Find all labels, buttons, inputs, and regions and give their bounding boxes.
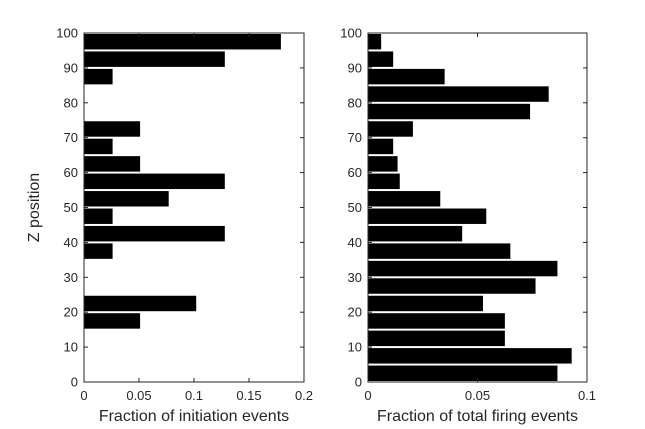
y-tick-label: 100 — [56, 26, 78, 41]
chart-panel-initiation: 0 10 20 30 40 50 60 70 80 90 100 0 0.05 0.1 0.15 0.2 Fra… — [26, 26, 313, 426]
x-axis-label: Fraction of total firing events — [377, 408, 578, 425]
y-tick-label: 70 — [348, 130, 362, 145]
x-tick-label: 0 — [364, 388, 371, 403]
bar-initiation-18 — [84, 51, 225, 67]
bar-initiation-13 — [84, 138, 113, 155]
y-tick-label: 30 — [64, 270, 78, 285]
bar-firing-14 — [368, 121, 413, 137]
x-tick-label: 0.1 — [185, 388, 203, 403]
bar-initiation-11 — [84, 173, 225, 190]
bar-firing-7 — [368, 243, 511, 259]
y-tick-label: 40 — [348, 235, 362, 250]
bar-firing-10 — [368, 191, 441, 207]
x-axis-label: Fraction of initiation events — [99, 408, 289, 425]
bar-firing-2 — [368, 330, 505, 347]
bar-firing-18 — [368, 51, 394, 67]
bar-firing-5 — [368, 278, 536, 294]
x-tick-label: 0.1 — [578, 388, 596, 403]
bar-initiation-17 — [84, 68, 113, 85]
bar-firing-19 — [368, 34, 382, 50]
y-tick-label: 10 — [64, 340, 78, 355]
y-tick-label: 40 — [64, 235, 78, 250]
y-tick-label: 0 — [71, 375, 78, 390]
y-tick-label: 50 — [348, 200, 362, 215]
bar-firing-1 — [368, 348, 572, 364]
bar-firing-17 — [368, 68, 445, 85]
y-tick-label: 90 — [348, 60, 362, 75]
x-tick-label: 0.15 — [236, 388, 261, 403]
bar-firing-8 — [368, 225, 463, 242]
bar-firing-13 — [368, 138, 394, 155]
y-tick-label: 90 — [64, 60, 78, 75]
x-tick-label: 0.05 — [126, 388, 151, 403]
bar-firing-4 — [368, 295, 483, 312]
bar-firing-9 — [368, 208, 487, 224]
y-tick-label: 80 — [64, 95, 78, 110]
bar-firing-16 — [368, 86, 549, 102]
y-tick-label: 60 — [64, 165, 78, 180]
x-tick-label: 0 — [80, 388, 87, 403]
bar-firing-0 — [368, 365, 558, 381]
y-tick-label: 0 — [355, 375, 362, 390]
bar-firing-11 — [368, 173, 400, 190]
y-tick-label: 100 — [340, 26, 362, 41]
y-tick-label: 10 — [348, 340, 362, 355]
y-tick-label: 70 — [64, 130, 78, 145]
y-tick-label: 80 — [348, 95, 362, 110]
bar-initiation-19 — [84, 34, 281, 50]
bar-initiation-3 — [84, 313, 141, 329]
y-tick-label: 60 — [348, 165, 362, 180]
bar-initiation-12 — [84, 156, 141, 172]
y-tick-label: 20 — [64, 305, 78, 320]
bar-initiation-8 — [84, 225, 225, 242]
bar-initiation-10 — [84, 191, 169, 207]
y-tick-label: 20 — [348, 305, 362, 320]
bar-firing-15 — [368, 103, 531, 120]
x-tick-label: 0.05 — [465, 388, 490, 403]
y-tick-label: 30 — [348, 270, 362, 285]
bar-initiation-9 — [84, 208, 113, 224]
y-axis-label: Z position — [26, 173, 43, 242]
y-tick-label: 50 — [64, 200, 78, 215]
bar-initiation-4 — [84, 295, 197, 312]
bar-initiation-7 — [84, 243, 113, 259]
bar-initiation-14 — [84, 121, 141, 137]
bar-firing-12 — [368, 156, 398, 172]
bar-firing-6 — [368, 260, 558, 277]
x-tick-label: 0.2 — [295, 388, 313, 403]
bar-firing-3 — [368, 313, 505, 329]
